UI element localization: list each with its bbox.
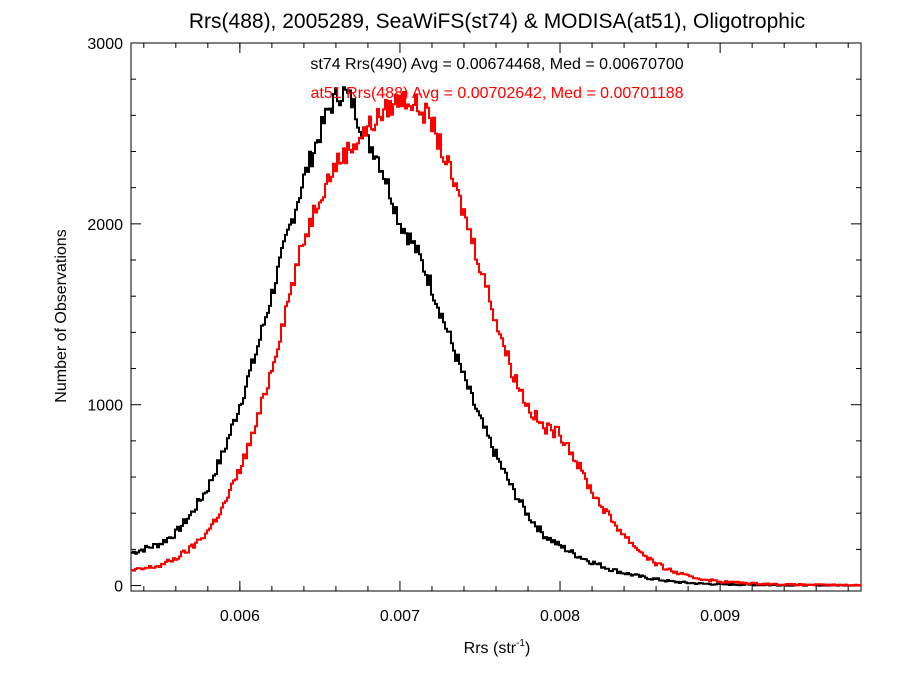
chart-title: Rrs(488), 2005289, SeaWiFS(st74) & MODIS… — [189, 10, 805, 33]
x-tick-label: 0.007 — [380, 608, 420, 625]
y-tick-label: 3000 — [87, 36, 123, 53]
y-tick-label: 1000 — [87, 398, 123, 415]
histogram-step-line — [131, 91, 861, 587]
series-st74 — [131, 86, 861, 587]
x-tick-label: 0.006 — [220, 608, 260, 625]
series-at51 — [131, 91, 861, 587]
series-layer — [131, 86, 861, 587]
histogram-step-line — [131, 86, 861, 587]
x-axis: 0.006 0.007 0.008 0.009 — [143, 43, 849, 625]
y-axis-label: Number of Observations — [53, 229, 70, 402]
series-annotation-at51: at51 Rrs(488) Avg = 0.00702642, Med = 0.… — [310, 85, 683, 102]
y-tick-label: 2000 — [87, 217, 123, 234]
plot-border — [130, 42, 862, 592]
x-axis-label: Rrs (str-1) — [464, 638, 531, 657]
y-tick-label: 0 — [114, 579, 123, 596]
series-annotation-st74: st74 Rrs(490) Avg = 0.00674468, Med = 0.… — [310, 56, 683, 73]
plot-area — [130, 42, 862, 592]
y-axis: 0 1000 2000 3000 — [87, 36, 861, 596]
x-tick-label: 0.009 — [700, 608, 740, 625]
x-tick-label: 0.008 — [540, 608, 580, 625]
